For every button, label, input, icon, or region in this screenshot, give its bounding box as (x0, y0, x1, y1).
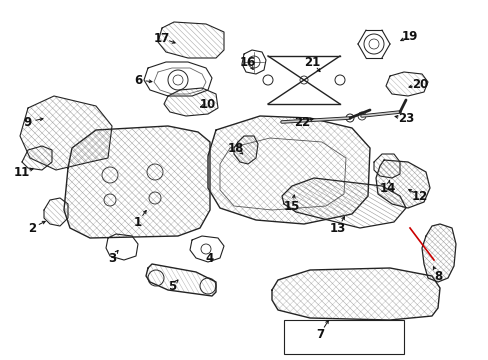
Text: 21: 21 (303, 55, 320, 68)
Text: 9: 9 (24, 116, 32, 129)
Text: 8: 8 (433, 270, 441, 283)
Text: 17: 17 (154, 32, 170, 45)
Text: 5: 5 (167, 279, 176, 292)
Text: 19: 19 (401, 30, 417, 42)
Text: 15: 15 (283, 199, 300, 212)
Text: 11: 11 (14, 166, 30, 179)
Text: 18: 18 (227, 141, 244, 154)
Text: 22: 22 (293, 116, 309, 129)
Text: 4: 4 (205, 252, 214, 265)
Text: 23: 23 (397, 112, 413, 125)
Text: 20: 20 (411, 77, 427, 90)
Text: 1: 1 (134, 216, 142, 229)
Text: 12: 12 (411, 189, 427, 202)
Text: 3: 3 (108, 252, 116, 265)
Text: 14: 14 (379, 181, 395, 194)
Text: 6: 6 (134, 73, 142, 86)
Text: 7: 7 (315, 328, 324, 341)
Text: 2: 2 (28, 221, 36, 234)
Text: 16: 16 (239, 55, 256, 68)
Text: 13: 13 (329, 221, 346, 234)
Text: 10: 10 (200, 98, 216, 111)
